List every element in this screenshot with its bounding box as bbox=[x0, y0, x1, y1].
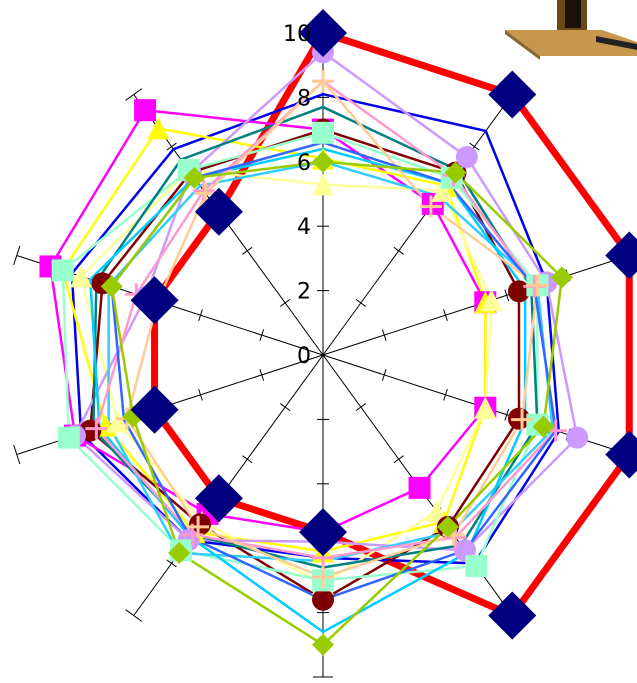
radar-axis-tick bbox=[13, 245, 21, 266]
radar-point bbox=[194, 182, 217, 205]
radar-point bbox=[312, 588, 334, 611]
radar-point bbox=[130, 385, 179, 434]
radar-point bbox=[312, 633, 334, 656]
radar-point bbox=[455, 146, 478, 169]
radar-axis-tick bbox=[125, 609, 143, 622]
radar-point bbox=[194, 474, 243, 523]
radar-point bbox=[488, 70, 537, 119]
radar-point bbox=[480, 289, 503, 312]
radar-tick-label: 10 bbox=[283, 22, 311, 47]
radar-point bbox=[130, 276, 179, 325]
radar-point bbox=[511, 408, 534, 431]
radar-point bbox=[465, 555, 488, 578]
radar-tick-label: 6 bbox=[297, 151, 311, 176]
radar-point bbox=[70, 265, 93, 288]
radar-point bbox=[299, 9, 347, 57]
radar-axis-tick bbox=[443, 388, 448, 401]
radar-axis-tick bbox=[166, 142, 177, 151]
radar-axis-1 bbox=[322, 94, 513, 356]
radar-point bbox=[566, 426, 589, 449]
radar-axis-tick bbox=[259, 369, 265, 381]
radar-point bbox=[183, 166, 206, 189]
radar-point bbox=[488, 591, 537, 640]
radar-point bbox=[431, 179, 454, 202]
radar-point bbox=[312, 121, 334, 144]
radar-axis-tick bbox=[469, 142, 480, 151]
radar-point bbox=[192, 179, 215, 202]
radar-axis-tick bbox=[355, 298, 367, 307]
radar-axis-tick bbox=[125, 88, 143, 101]
radar-axis-tick bbox=[279, 403, 291, 412]
radar-axis-tick bbox=[198, 388, 203, 401]
radar-point bbox=[168, 541, 191, 564]
radar-tick-label: 2 bbox=[297, 280, 311, 305]
radar-point bbox=[85, 417, 108, 440]
radar-point bbox=[444, 161, 467, 184]
radar-point bbox=[532, 415, 555, 438]
radar-axis-tick bbox=[166, 559, 177, 568]
radar-axis-tick bbox=[393, 455, 404, 464]
radar-point bbox=[605, 231, 637, 280]
radar-point bbox=[147, 117, 170, 140]
radar-tick-label: 0 bbox=[297, 344, 311, 369]
radar-tick-label: 8 bbox=[297, 86, 311, 111]
radar-point bbox=[408, 476, 431, 499]
radar-axis-tick bbox=[279, 298, 291, 307]
radar-point bbox=[299, 508, 347, 557]
radar-point bbox=[425, 500, 448, 523]
radar-tick-label: 4 bbox=[297, 215, 311, 240]
radar-axis-tick bbox=[259, 329, 265, 341]
radar-axis-tick bbox=[443, 309, 448, 322]
radar-axis-tick bbox=[393, 246, 404, 255]
radar-tick-labels: 0 2 4 6 8 10 bbox=[283, 22, 311, 369]
radar-point bbox=[312, 566, 334, 589]
radar-axis-tick bbox=[355, 403, 367, 412]
radar-point bbox=[51, 259, 74, 282]
radar-point bbox=[550, 266, 573, 289]
radar-markers bbox=[39, 9, 637, 656]
radar-point bbox=[605, 430, 637, 479]
radar-axis-tick bbox=[381, 369, 387, 381]
radar-point bbox=[57, 426, 80, 449]
radar-axis-tick bbox=[198, 309, 203, 322]
radar-series-line-0 bbox=[151, 29, 633, 620]
radar-axis-tick bbox=[381, 329, 387, 341]
radar-axis-tick bbox=[504, 408, 510, 421]
radar-point bbox=[134, 99, 157, 122]
radar-axis-tick bbox=[504, 289, 510, 302]
radar-axis-tick bbox=[242, 246, 253, 255]
radar-series bbox=[49, 29, 633, 647]
radar-point bbox=[100, 275, 123, 298]
radar-point bbox=[312, 173, 334, 196]
radar-point bbox=[419, 195, 442, 218]
radar-axis-tick bbox=[13, 444, 21, 465]
radar-axis-tick bbox=[242, 455, 253, 464]
radar-point bbox=[106, 410, 129, 433]
radar-point bbox=[187, 515, 210, 538]
radar-point bbox=[194, 187, 243, 236]
radar-point bbox=[188, 513, 211, 536]
corner-3d-object bbox=[505, 0, 637, 60]
radar-point bbox=[436, 515, 459, 538]
radar-point bbox=[474, 396, 497, 419]
radar-series-line-10 bbox=[89, 147, 527, 634]
radar-point bbox=[526, 274, 549, 297]
radar-point bbox=[312, 70, 334, 93]
radar-point bbox=[312, 150, 334, 173]
